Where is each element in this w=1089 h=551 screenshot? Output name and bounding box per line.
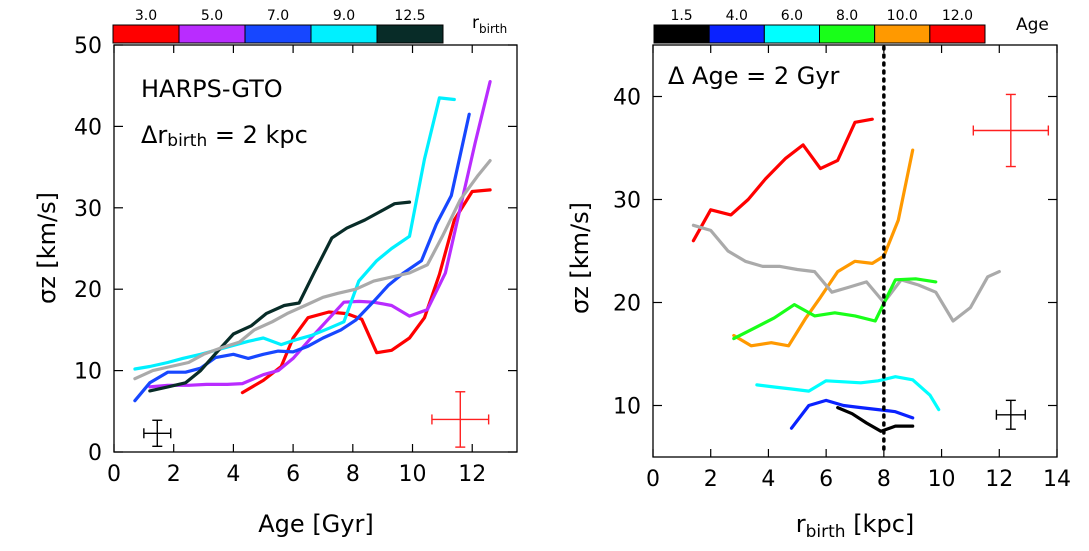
left-series-lines <box>133 79 492 403</box>
colorbar-tick-label: 8.0 <box>836 8 858 24</box>
x-tick-label: 8 <box>346 462 360 487</box>
series-line <box>133 96 456 371</box>
series-line <box>732 148 915 348</box>
right-errorbars <box>972 93 1050 430</box>
colorbar-segment <box>310 24 378 44</box>
errorbar <box>431 391 490 448</box>
x-tick-label: 12 <box>458 462 486 487</box>
series-line <box>148 79 492 389</box>
colorbar-segment <box>244 24 312 44</box>
y-tick-label: 40 <box>74 115 102 140</box>
right-annotation: Δ Age = 2 Gyr <box>668 62 840 90</box>
x-tick-label: 0 <box>107 462 121 487</box>
colorbar-tick-label: 12.5 <box>394 8 425 24</box>
left-plot-frame <box>113 44 518 453</box>
y-tick-label: 50 <box>74 34 102 59</box>
series-line <box>691 223 1001 323</box>
colorbar-tick-label: 7.0 <box>267 8 289 24</box>
y-tick-label: 10 <box>74 360 102 385</box>
x-tick-label: 2 <box>167 462 181 487</box>
colorbar-tick-label: 12.0 <box>942 8 973 24</box>
x-tick-label: 10 <box>399 462 427 487</box>
colorbar-tick-label: 5.0 <box>201 8 223 24</box>
right-axis-ticks: 0 2 4 6 8 10 12 14 10 20 30 40 <box>613 45 1071 492</box>
series-line <box>755 375 941 412</box>
x-tick-label: 6 <box>819 467 833 492</box>
x-tick-label: 0 <box>646 467 660 492</box>
errorbar <box>995 399 1026 430</box>
x-tick-label: 14 <box>1043 467 1071 492</box>
colorbar-segment <box>819 24 876 44</box>
left-annotation-bin: Δrbirth = 2 kpc <box>141 121 308 151</box>
left-panel: 3.0 5.0 7.0 9.0 12.5 rbirth 0 2 4 6 8 10 12 0 10 20 30… <box>33 8 518 538</box>
colorbar-tick-label: 1.5 <box>670 8 692 24</box>
colorbar-tick-label: 9.0 <box>333 8 355 24</box>
colorbar-segment <box>112 24 180 44</box>
series-line <box>133 159 492 381</box>
y-tick-label: 20 <box>74 278 102 303</box>
colorbar-segment <box>708 24 765 44</box>
left-errorbars <box>143 391 490 448</box>
x-tick-label: 12 <box>985 467 1013 492</box>
colorbar-segment <box>763 24 820 44</box>
colorbar-segment <box>376 24 444 44</box>
colorbar-tick-label: 4.0 <box>726 8 748 24</box>
series-line <box>789 398 915 430</box>
y-tick-label: 30 <box>74 197 102 222</box>
left-colorbar-title: rbirth <box>472 13 507 36</box>
colorbar-tick-label: 3.0 <box>135 8 157 24</box>
y-tick-label: 40 <box>613 86 641 111</box>
left-axis-ticks: 0 2 4 6 8 10 12 0 10 20 30 40 50 <box>74 34 517 487</box>
right-series-lines <box>691 117 1001 433</box>
left-x-axis-label: Age [Gyr] <box>258 510 373 538</box>
series-line <box>836 406 915 433</box>
left-y-axis-label: σz [km/s] <box>33 192 61 304</box>
series-line <box>732 277 938 341</box>
x-tick-label: 6 <box>286 462 300 487</box>
x-tick-label: 10 <box>928 467 956 492</box>
y-tick-label: 10 <box>613 395 641 420</box>
y-tick-label: 30 <box>613 189 641 214</box>
left-annotation-survey: HARPS-GTO <box>141 75 283 103</box>
x-tick-label: 8 <box>877 467 891 492</box>
errorbar <box>143 419 172 448</box>
right-colorbar-title: Age <box>1016 15 1049 35</box>
series-line <box>691 117 874 243</box>
right-y-axis-label: σz [km/s] <box>566 202 594 314</box>
colorbar-segment <box>874 24 931 44</box>
left-colorbar: 3.0 5.0 7.0 9.0 12.5 <box>112 8 444 44</box>
series-line <box>133 112 471 403</box>
colorbar-segment <box>178 24 246 44</box>
colorbar-segment <box>653 24 710 44</box>
y-tick-label: 20 <box>613 292 641 317</box>
x-tick-label: 2 <box>704 467 718 492</box>
right-panel: 1.5 4.0 6.0 8.0 10.0 12.0 Age 0 2 4 6 8 10 12 14 10 20… <box>566 8 1071 542</box>
right-colorbar: 1.5 4.0 6.0 8.0 10.0 12.0 <box>653 8 986 44</box>
colorbar-tick-label: 10.0 <box>887 8 918 24</box>
x-tick-label: 4 <box>226 462 240 487</box>
colorbar-tick-label: 6.0 <box>781 8 803 24</box>
y-tick-label: 0 <box>88 441 102 466</box>
series-line <box>148 200 412 393</box>
colorbar-segment <box>929 24 986 44</box>
errorbar <box>972 93 1050 168</box>
x-tick-label: 4 <box>761 467 775 492</box>
right-plot-frame <box>652 44 1058 458</box>
right-x-axis-label: rbirth [kpc] <box>796 510 915 542</box>
